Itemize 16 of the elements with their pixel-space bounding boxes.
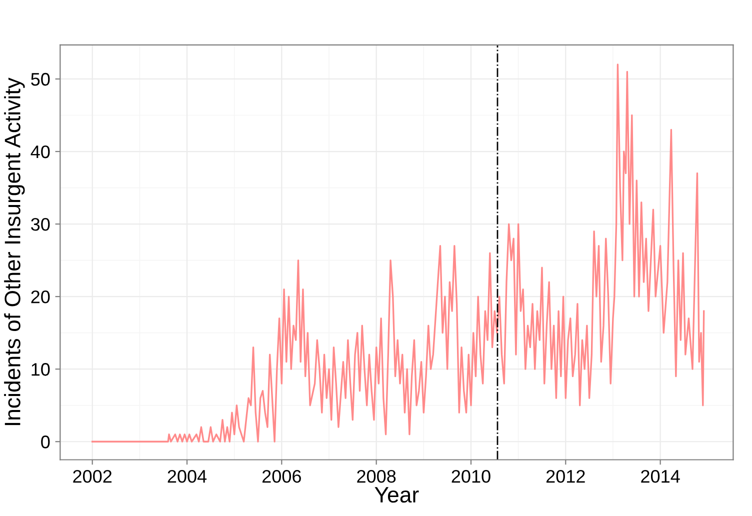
x-axis-title: Year <box>374 487 419 503</box>
x-tick-label: 2014 <box>641 470 680 483</box>
y-tick-label: 20 <box>31 290 50 304</box>
line-series <box>92 64 705 442</box>
x-tick-label: 2006 <box>262 470 301 483</box>
x-tick-label: 2008 <box>357 470 396 483</box>
y-tick-label: 30 <box>31 218 50 231</box>
y-axis-title: Incidents of Other Insurgent Activity <box>4 78 25 426</box>
x-tick-label: 2010 <box>452 470 490 483</box>
y-tick-label: 50 <box>31 72 50 86</box>
x-tick-label: 2004 <box>168 470 207 483</box>
y-tick-label: 0 <box>41 436 50 448</box>
x-tick-label: 2002 <box>73 470 112 483</box>
x-tick-label: 2012 <box>546 470 585 483</box>
y-tick-label: 40 <box>30 145 50 158</box>
y-tick-label: 10 <box>32 363 50 376</box>
